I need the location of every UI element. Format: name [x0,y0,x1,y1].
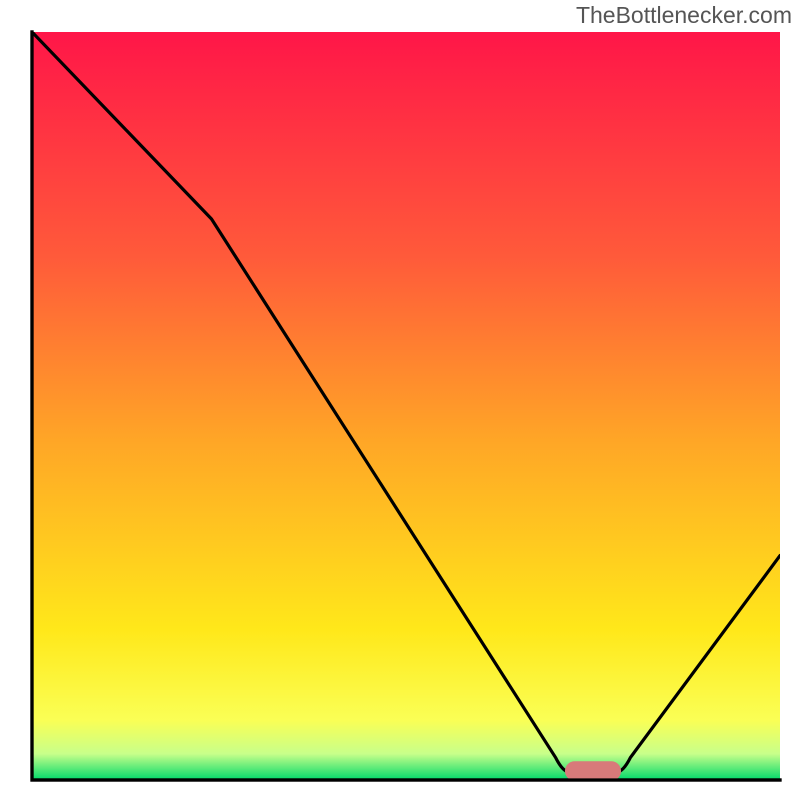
optimal-marker [565,761,621,780]
chart-root: TheBottlenecker.com [0,0,800,800]
gradient-background [32,32,780,780]
watermark-text: TheBottlenecker.com [576,2,792,29]
bottleneck-chart [0,0,800,800]
